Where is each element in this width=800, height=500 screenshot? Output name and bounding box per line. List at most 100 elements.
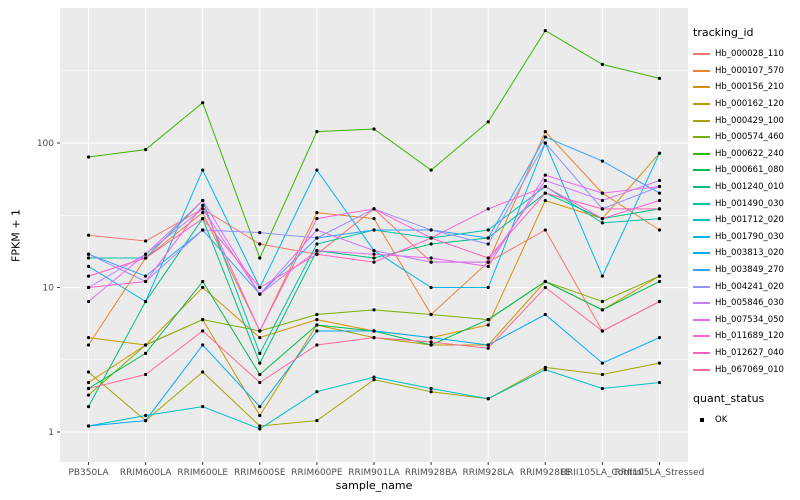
legend-item-label: Hb_001240_010 <box>715 182 784 193</box>
data-point <box>486 397 490 401</box>
data-point <box>315 168 319 172</box>
data-point <box>258 424 262 428</box>
data-point <box>372 252 376 256</box>
legend-item-label: Hb_000622_240 <box>715 148 784 159</box>
legend-item: Hb_003849_270 <box>693 262 799 279</box>
data-point <box>201 203 205 207</box>
data-point <box>543 365 547 369</box>
legend-key-line <box>693 285 710 288</box>
data-point <box>543 285 547 290</box>
legend-item-label: Hb_000661_080 <box>715 165 784 176</box>
data-point <box>258 285 262 290</box>
legend-item-label: Hb_000574_460 <box>715 132 784 143</box>
data-point <box>86 285 91 290</box>
legend-item-label: OK <box>715 415 728 426</box>
data-point <box>315 390 319 394</box>
data-point <box>600 207 605 211</box>
legend-key-line <box>693 269 710 272</box>
data-point <box>372 375 376 379</box>
data-point <box>429 343 433 347</box>
data-point <box>86 380 91 385</box>
data-point <box>86 393 91 397</box>
data-point <box>144 413 148 418</box>
data-point <box>201 228 205 232</box>
data-point <box>429 242 433 246</box>
y-tick-label: 10 <box>43 284 55 294</box>
data-point <box>315 228 319 232</box>
legend-key-line <box>693 235 710 238</box>
data-point <box>657 207 662 211</box>
data-point <box>201 405 205 409</box>
data-point <box>429 236 433 240</box>
data-point <box>543 130 547 134</box>
data-point <box>86 336 91 340</box>
data-point <box>486 256 490 260</box>
data-point <box>201 279 205 284</box>
data-point <box>543 368 547 372</box>
x-tick-label: RRIM928LE <box>520 468 571 478</box>
x-tick-label: PB350LA <box>68 468 109 478</box>
data-point <box>486 242 490 246</box>
data-point <box>543 198 547 203</box>
data-point <box>657 361 662 365</box>
data-point <box>543 184 547 189</box>
data-point <box>486 318 490 322</box>
data-point <box>657 299 662 304</box>
legend-item-label: Hb_003813_020 <box>715 248 784 259</box>
x-axis-title: sample_name <box>335 479 413 492</box>
data-point <box>657 198 662 203</box>
legend-quant-items: OK <box>693 412 799 429</box>
data-point <box>201 207 205 211</box>
data-point <box>86 252 91 256</box>
legend-item-label: Hb_004241_020 <box>715 281 784 292</box>
data-point <box>258 413 262 418</box>
x-tick-label: RRIM600PE <box>291 468 343 478</box>
legend-tracking-items: Hb_000028_110 Hb_000107_570 Hb_000156_210 H… <box>693 46 799 378</box>
legend-item: Hb_067069_010 <box>693 361 799 378</box>
legend-item: Hb_004241_020 <box>693 278 799 295</box>
legend-item-label: Hb_005846_030 <box>715 298 784 309</box>
data-point <box>543 178 547 183</box>
data-point <box>258 292 262 296</box>
data-point <box>258 427 262 431</box>
data-point <box>429 168 433 172</box>
data-point <box>543 279 547 284</box>
data-point <box>315 343 319 347</box>
x-tick-label: RRIM928BA <box>405 468 458 478</box>
data-point <box>600 217 605 221</box>
data-point <box>315 249 319 253</box>
legend-item: Hb_001712_020 <box>693 212 799 229</box>
legend: tracking_id Hb_000028_110 Hb_000107_570 Hb… <box>693 26 799 428</box>
data-point <box>258 242 262 246</box>
x-tick-label: RRII105LA_Stressed <box>615 468 705 478</box>
data-point <box>86 386 91 391</box>
data-point <box>657 184 662 189</box>
data-point <box>543 135 547 139</box>
data-point <box>486 343 490 347</box>
data-point <box>372 207 376 211</box>
data-point <box>486 260 490 264</box>
data-point <box>258 329 262 333</box>
y-tick-label: 100 <box>37 139 54 149</box>
legend-item: Hb_001790_030 <box>693 229 799 246</box>
data-point <box>486 236 490 240</box>
x-tick-label: RRIM901LA <box>348 468 400 478</box>
data-point <box>315 318 319 322</box>
data-point <box>144 299 148 304</box>
data-point <box>258 361 262 365</box>
data-point <box>543 228 547 232</box>
data-point <box>429 260 433 264</box>
data-point <box>600 386 605 391</box>
data-point <box>86 370 91 374</box>
data-point <box>372 308 376 312</box>
data-point <box>486 285 490 290</box>
legend-item-label: Hb_000028_110 <box>715 49 784 60</box>
data-point <box>201 198 205 203</box>
data-point <box>543 312 547 317</box>
data-point <box>657 380 662 385</box>
data-point <box>657 336 662 340</box>
legend-key-line <box>693 335 710 338</box>
data-point <box>429 256 433 260</box>
data-point <box>86 343 91 347</box>
